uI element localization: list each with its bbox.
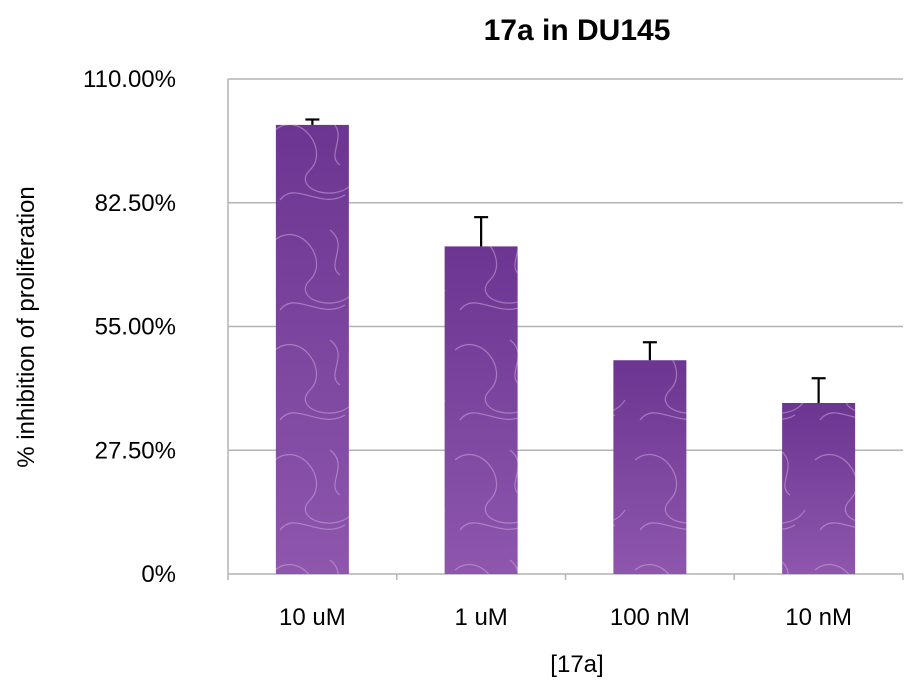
x-tick-label: 10 uM bbox=[279, 604, 346, 631]
y-tick-label: 0% bbox=[141, 561, 176, 588]
y-tick-label: 27.50% bbox=[95, 437, 176, 464]
bar bbox=[275, 124, 349, 575]
error-bar bbox=[642, 341, 657, 361]
bar-texture bbox=[275, 124, 349, 575]
bar bbox=[613, 360, 687, 574]
y-axis-title: % inhibition of proliferation bbox=[13, 186, 40, 468]
x-tick-label: 100 nM bbox=[610, 604, 690, 631]
y-tick-labels: 0% 27.50% 55.00% 82.50% 110.00% bbox=[83, 66, 176, 588]
bar bbox=[444, 246, 518, 574]
bar-texture bbox=[613, 360, 687, 574]
error-bar bbox=[474, 216, 489, 247]
y-tick-label: 110.00% bbox=[83, 66, 176, 93]
chart-title: 17a in DU145 bbox=[484, 14, 671, 47]
x-tick-label: 10 nM bbox=[785, 604, 852, 631]
y-tick-label: 82.50% bbox=[95, 190, 176, 217]
error-bar bbox=[305, 118, 320, 125]
bar-texture bbox=[782, 403, 856, 574]
error-bar bbox=[811, 377, 826, 403]
error-bars bbox=[305, 118, 826, 403]
y-tick-label: 55.00% bbox=[95, 314, 176, 341]
x-axis-title: [17a] bbox=[550, 651, 603, 678]
x-tick-labels: 10 uM 1 uM 100 nM 10 nM bbox=[279, 604, 852, 631]
bar-texture bbox=[444, 246, 518, 574]
x-tick-label: 1 uM bbox=[454, 604, 507, 631]
bars bbox=[275, 124, 856, 575]
bar bbox=[782, 403, 856, 574]
